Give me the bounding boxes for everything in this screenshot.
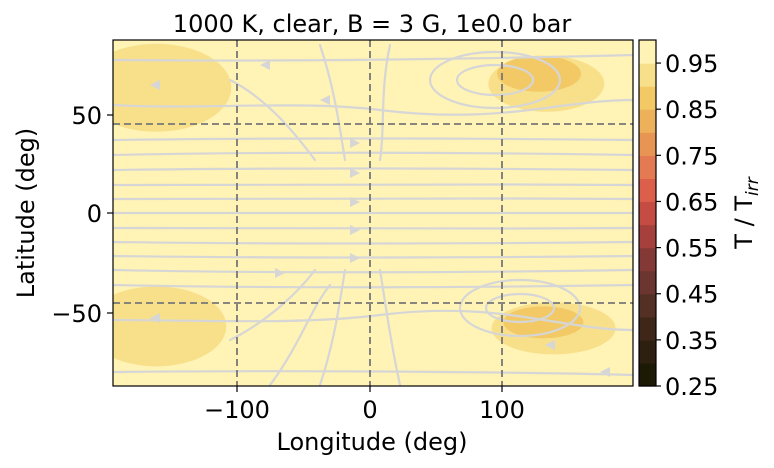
temperature-contour-region	[503, 306, 584, 339]
streamline	[113, 309, 633, 332]
colorbar-band	[639, 63, 656, 87]
colorbar-band	[639, 293, 656, 318]
arrow-marker	[150, 80, 160, 90]
colorbar: 0.25 0.35 0.45 0.55 0.65 0.75 0.85 0.95 T / Tir…	[638, 39, 763, 401]
colorbar-tick-label: 0.95	[665, 50, 718, 78]
streamline	[113, 137, 633, 142]
streamline-vortex	[458, 278, 582, 338]
y-axis-label: Latitude (deg)	[12, 128, 40, 298]
streamline	[228, 268, 317, 342]
streamline	[378, 268, 402, 386]
streamline	[113, 183, 633, 187]
arrow-marker	[600, 367, 610, 377]
y-axis: 50 0 −50 Latitude (deg)	[12, 102, 113, 328]
arrow-marker	[350, 168, 360, 178]
streamline	[113, 370, 633, 377]
arrow-marker	[350, 253, 360, 263]
colorbar-band	[639, 316, 656, 341]
wind-streamlines	[113, 43, 633, 386]
temperature-contour-region	[497, 55, 582, 92]
streamline-vortex	[484, 292, 556, 324]
arrow-marker	[260, 60, 270, 70]
streamline	[113, 268, 633, 274]
colorbar-tick-label: 0.65	[665, 188, 718, 216]
arrow-marker	[275, 268, 285, 278]
y-tick-label: −50	[51, 300, 102, 328]
colorbar-band	[639, 201, 656, 226]
x-tick-label: 100	[479, 396, 525, 424]
arrow-marker	[150, 313, 160, 323]
colorbar-band	[639, 362, 656, 387]
streamline	[113, 167, 633, 172]
arrow-marker	[350, 197, 360, 207]
temperature-contour-region	[113, 43, 232, 132]
arrow-marker	[350, 225, 360, 235]
x-axis-label: Longitude (deg)	[277, 428, 468, 456]
colorbar-band	[639, 132, 656, 156]
streamline	[228, 78, 317, 162]
colorbar-tick-label: 0.45	[665, 281, 718, 309]
colorbar-label-subscript: irr	[743, 176, 763, 196]
arrow-marker	[350, 138, 360, 148]
streamline	[268, 283, 332, 386]
colorbar-tick-label: 0.55	[665, 235, 718, 263]
arrow-marker	[545, 340, 555, 350]
colorbar-frame	[638, 39, 657, 387]
colorbar-tick-label: 0.75	[665, 142, 718, 170]
arrow-marker	[320, 95, 330, 105]
plot-area	[112, 39, 634, 387]
colorbar-label: T / Tirr	[730, 176, 763, 249]
temperature-contour-region	[113, 286, 227, 367]
streamline	[113, 53, 633, 62]
colorbar-band	[639, 40, 656, 64]
colorbar-band	[639, 247, 656, 272]
colorbar-bands	[639, 40, 656, 387]
streamline	[113, 226, 633, 230]
colorbar-band	[639, 224, 656, 249]
colorbar-band	[639, 109, 656, 133]
y-tick-label: 50	[71, 102, 102, 130]
streamline	[113, 240, 633, 245]
streamline	[318, 268, 347, 386]
colorbar-band	[639, 178, 656, 203]
x-tick-label: −100	[204, 396, 270, 424]
colorbar-label-main: T / T	[730, 196, 758, 250]
streamline	[378, 43, 392, 162]
streamline-arrows	[150, 60, 610, 377]
temperature-contours	[113, 43, 616, 367]
colorbar-tick-label: 0.35	[665, 327, 718, 355]
colorbar-ticks: 0.25 0.35 0.45 0.55 0.65 0.75 0.85 0.95	[656, 50, 718, 401]
x-axis: −100 0 100 Longitude (deg)	[204, 386, 525, 456]
colorbar-band	[639, 86, 656, 110]
reference-grid	[113, 40, 633, 386]
x-tick-label: 0	[362, 396, 377, 424]
streamline-vortex	[428, 50, 562, 110]
colorbar-band	[639, 270, 656, 295]
colorbar-band	[639, 155, 656, 179]
chart-title: 1000 K, clear, B = 3 G, 1e0.0 bar	[173, 10, 572, 38]
streamline-vortex	[455, 63, 535, 97]
colorbar-band	[639, 339, 656, 364]
streamline	[113, 151, 633, 157]
streamline	[113, 197, 633, 201]
streamline	[113, 98, 633, 116]
streamline	[318, 43, 347, 162]
colorbar-tick-label: 0.85	[665, 96, 718, 124]
colorbar-tick-label: 0.25	[665, 373, 718, 401]
y-tick-label: 0	[87, 200, 102, 228]
